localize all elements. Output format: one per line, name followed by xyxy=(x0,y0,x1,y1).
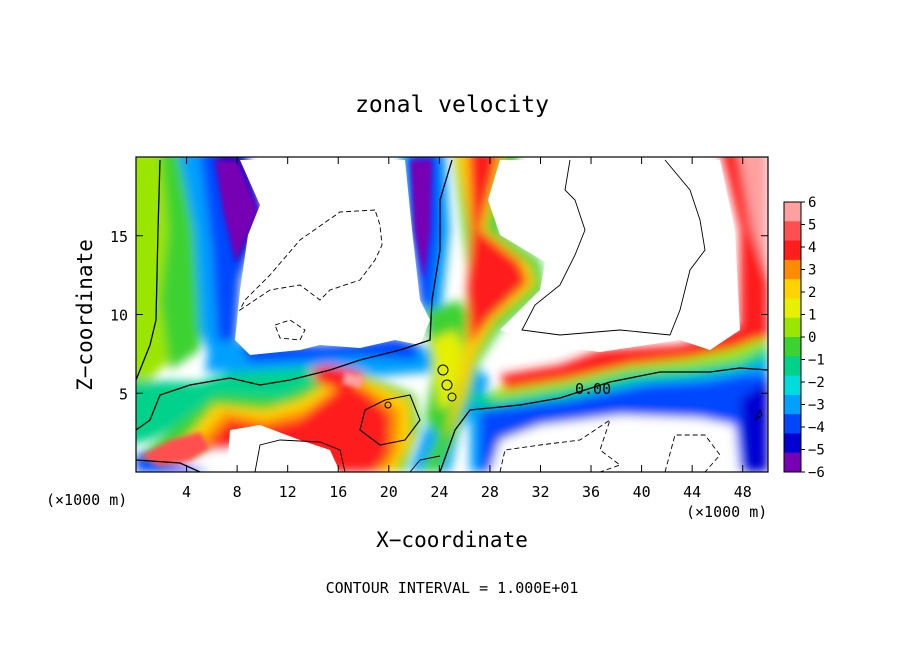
y-tick-label: 15 xyxy=(110,228,128,246)
colorbar-label: 5 xyxy=(808,218,816,234)
colorbar-label: 0 xyxy=(808,330,816,346)
colorbar-swatch xyxy=(784,240,801,261)
y-tick-label: 5 xyxy=(119,385,128,403)
colorbar-label: −6 xyxy=(808,465,825,481)
x-tick-label: 16 xyxy=(329,483,347,501)
contour-label: 0.00 xyxy=(575,380,611,398)
negative-contours xyxy=(238,209,721,472)
colorbar-swatch xyxy=(784,356,801,377)
colorbar-swatch xyxy=(784,414,801,434)
colorbar-swatch xyxy=(784,394,801,415)
chart-title: zonal velocity xyxy=(355,92,549,118)
x-axis-title: X−coordinate xyxy=(376,528,528,552)
colorbar-label: −5 xyxy=(808,443,825,459)
y-axis-title: Z−coordinate xyxy=(73,239,97,391)
colorbar-swatch xyxy=(784,452,801,473)
y-tick-label: 10 xyxy=(110,307,128,325)
colorbar-swatch xyxy=(784,202,801,222)
x-tick-label: 8 xyxy=(233,483,242,501)
colorbar-label: 1 xyxy=(808,308,816,324)
colorbar-swatch xyxy=(784,433,801,454)
colorbar-swatch xyxy=(784,221,801,242)
y-axis: 5 10 15 xyxy=(110,228,768,403)
x-tick-label: 44 xyxy=(683,483,701,501)
colorbar-swatch xyxy=(784,337,801,357)
x-tick-label: 40 xyxy=(633,483,651,501)
colorbar-swatch xyxy=(784,317,801,338)
colorbar-label: 4 xyxy=(808,240,816,256)
colorbar-swatch xyxy=(784,298,801,319)
x-unit-left: (×1000 m) xyxy=(46,491,127,509)
velocity-field xyxy=(136,157,768,472)
x-tick-label: 4 xyxy=(182,483,191,501)
contour-lines xyxy=(136,159,768,472)
colorbar-label: 6 xyxy=(808,195,816,211)
x-unit-right: (×1000 m) xyxy=(686,503,767,521)
colorbar-label: 2 xyxy=(808,285,816,301)
x-tick-label: 48 xyxy=(734,483,752,501)
colorbar-label: 3 xyxy=(808,263,816,279)
x-tick-label: 20 xyxy=(380,483,398,501)
x-axis: 4 8 12 16 20 24 28 32 36 40 44 48 xyxy=(182,157,752,501)
colorbar-label: −2 xyxy=(808,375,825,391)
colorbar-label: −1 xyxy=(808,353,825,369)
x-tick-label: 32 xyxy=(531,483,549,501)
contour-interval-footer: CONTOUR INTERVAL = 1.000E+01 xyxy=(326,579,579,597)
colorbar-swatch xyxy=(784,375,801,396)
x-tick-label: 12 xyxy=(279,483,297,501)
colorbar: 6 5 4 3 2 1 0 −1 −2 −3 −4 −5 −6 xyxy=(783,195,825,481)
x-tick-label: 36 xyxy=(582,483,600,501)
x-tick-label: 28 xyxy=(481,483,499,501)
colorbar-swatch xyxy=(784,279,801,299)
x-tick-label: 24 xyxy=(430,483,448,501)
colorbar-label: −3 xyxy=(808,398,825,414)
colorbar-label: −4 xyxy=(808,420,825,436)
colorbar-swatch xyxy=(784,259,801,280)
